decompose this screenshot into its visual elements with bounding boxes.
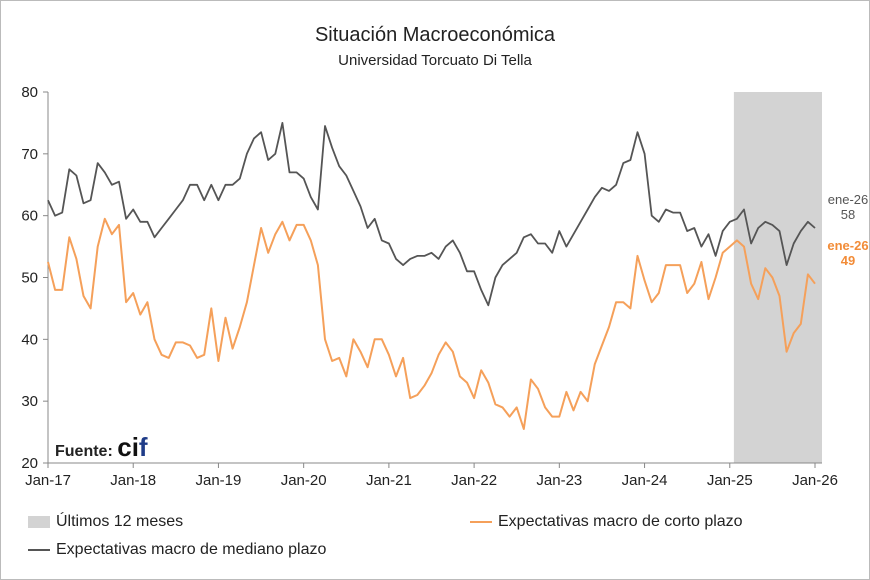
end-label-corto-value: 49 — [840, 253, 856, 268]
y-tick-label: 40 — [21, 331, 38, 348]
end-label-corto-period: ene-26 — [827, 238, 869, 253]
x-tick-label: Jan-18 — [110, 472, 156, 489]
legend-shade-label: Últimos 12 meses — [56, 513, 184, 530]
y-tick-label: 70 — [21, 146, 38, 163]
cif-logo: cif — [117, 432, 148, 462]
end-label-mediano-value: 58 — [840, 207, 856, 222]
end-label-corto: ene-26 49 — [818, 238, 870, 268]
x-tick-label: Jan-19 — [196, 472, 242, 489]
source-label: Fuente: cif — [55, 432, 148, 463]
end-label-mediano: ene-26 58 — [818, 192, 870, 222]
x-tick-label: Jan-21 — [366, 472, 412, 489]
y-tick-label: 20 — [21, 455, 38, 472]
x-tick-label: Jan-22 — [451, 472, 497, 489]
legend-medium-swatch — [28, 549, 50, 551]
legend-medium: Expectativas macro de mediano plazo — [28, 541, 326, 559]
legend-short: Expectativas macro de corto plazo — [470, 513, 743, 531]
legend-medium-label: Expectativas macro de mediano plazo — [56, 541, 327, 558]
series-mediano-line — [47, 122, 816, 307]
x-tick-label: Jan-25 — [707, 472, 753, 489]
x-tick-label: Jan-24 — [622, 472, 668, 489]
x-tick-label: Jan-26 — [792, 472, 838, 489]
x-tick-label: Jan-20 — [281, 472, 327, 489]
legend-short-label: Expectativas macro de corto plazo — [498, 513, 743, 530]
legend-short-swatch — [470, 521, 492, 523]
shaded-region — [733, 92, 822, 463]
y-tick-label: 80 — [21, 84, 38, 101]
y-tick-label: 60 — [21, 208, 38, 225]
chart-subtitle: Universidad Torcuato Di Tella — [338, 52, 532, 69]
x-tick-label: Jan-17 — [25, 472, 71, 489]
y-tick-label: 50 — [21, 270, 38, 287]
series-corto-line — [47, 217, 816, 430]
legend-shade-swatch — [28, 516, 50, 528]
y-tick-label: 30 — [21, 393, 38, 410]
legend-shade: Últimos 12 meses — [28, 513, 183, 531]
chart-title: Situación Macroeconómica — [314, 24, 556, 46]
x-tick-label: Jan-23 — [536, 472, 582, 489]
end-label-mediano-period: ene-26 — [827, 192, 869, 207]
source-text: Fuente: — [55, 443, 113, 460]
